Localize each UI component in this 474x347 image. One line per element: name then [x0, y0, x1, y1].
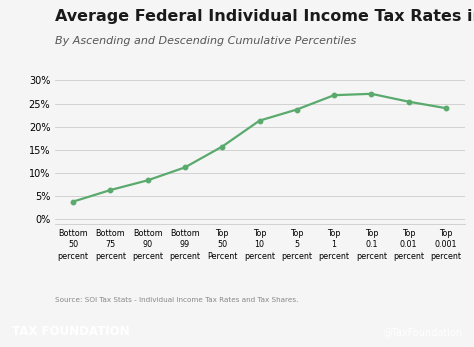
Text: @TaxFoundation: @TaxFoundation — [382, 327, 462, 337]
Text: Source: SOI Tax Stats - Individual Income Tax Rates and Tax Shares.: Source: SOI Tax Stats - Individual Incom… — [55, 297, 298, 303]
Text: By Ascending and Descending Cumulative Percentiles: By Ascending and Descending Cumulative P… — [55, 36, 356, 46]
Text: Average Federal Individual Income Tax Rates in 2017: Average Federal Individual Income Tax Ra… — [55, 9, 474, 24]
Text: TAX FOUNDATION: TAX FOUNDATION — [12, 325, 129, 338]
